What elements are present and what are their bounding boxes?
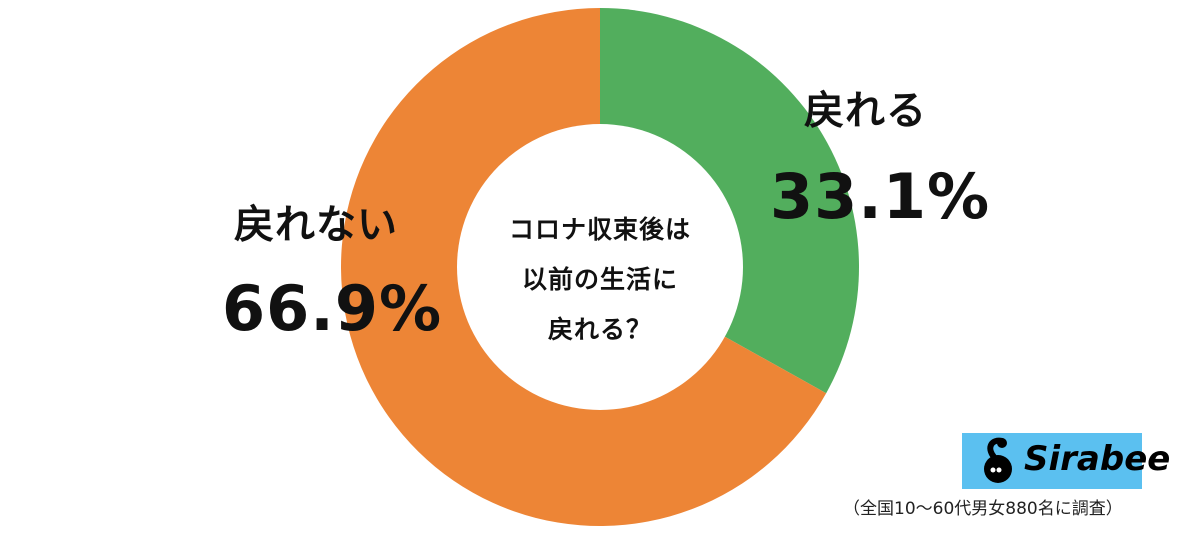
slice-label-no: 戻れない (234, 202, 398, 248)
chart-title: コロナ収束後は 以前の生活に 戻れる？ (458, 205, 742, 355)
sirabee-logo: Sirabee (962, 433, 1170, 489)
title-line-2: 以前の生活に (521, 265, 678, 294)
sirabee-mascot-icon (984, 437, 1012, 483)
slice-label-yes: 戻れる (804, 88, 927, 134)
survey-footnote: （全国10〜60代男女880名に調査） (843, 499, 1123, 519)
title-line-1: コロナ収束後は (508, 215, 691, 244)
brand-name: Sirabee (1024, 439, 1171, 479)
title-line-3: 戻れる？ (547, 315, 652, 344)
slice-value-no: 66.9% (222, 272, 443, 345)
donut-hole (457, 124, 743, 410)
slice-value-yes: 33.1% (770, 160, 991, 233)
